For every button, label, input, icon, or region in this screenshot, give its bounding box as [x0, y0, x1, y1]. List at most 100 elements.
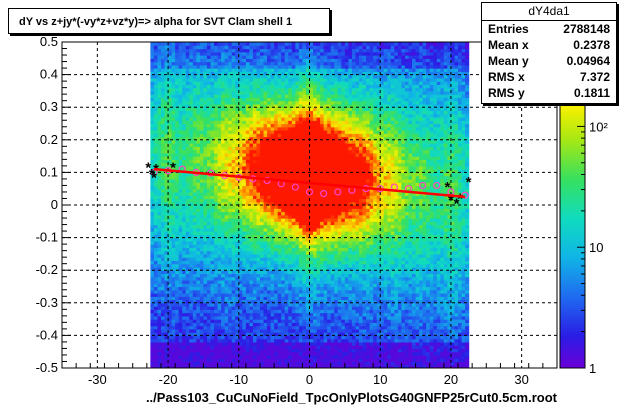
heatmap-cell	[316, 221, 321, 226]
heatmap-cell	[175, 136, 180, 141]
heatmap-cell	[171, 253, 176, 258]
heatmap-cell	[221, 120, 226, 125]
heatmap-cell	[185, 156, 190, 160]
heatmap-cell	[256, 302, 261, 307]
heatmap-cell	[305, 191, 311, 196]
heatmap-cell	[185, 87, 190, 92]
heatmap-cell	[182, 103, 187, 108]
heatmap-cell	[157, 188, 162, 193]
heatmap-cell	[309, 260, 314, 265]
heatmap-cell	[182, 165, 187, 170]
heatmap-cell	[228, 55, 233, 59]
heatmap-cell	[175, 260, 180, 265]
heatmap-cell	[270, 159, 275, 164]
heatmap-cell	[274, 315, 279, 320]
heatmap-cell	[252, 77, 258, 82]
heatmap-cell	[231, 58, 236, 63]
heatmap-cell	[214, 103, 219, 108]
heatmap-cell	[274, 221, 279, 226]
heatmap-cell	[288, 319, 293, 323]
heatmap-cell	[157, 113, 162, 118]
heatmap-cell	[199, 332, 205, 336]
heatmap-cell	[323, 51, 328, 56]
heatmap-cell	[185, 260, 190, 265]
heatmap-cell	[252, 358, 258, 363]
heatmap-cell	[199, 283, 205, 288]
heatmap-cell	[260, 45, 265, 50]
heatmap-cell	[185, 289, 190, 294]
heatmap-cell	[171, 58, 176, 63]
heatmap-cell	[217, 240, 222, 245]
heatmap-cell	[256, 266, 261, 271]
heatmap-cell	[277, 97, 282, 102]
heatmap-cell	[231, 42, 236, 46]
heatmap-cell	[228, 113, 233, 118]
heatmap-cell	[164, 149, 169, 154]
heatmap-cell	[203, 319, 208, 323]
heatmap-cell	[153, 341, 159, 346]
heatmap-cell	[320, 348, 325, 353]
heatmap-cell	[256, 309, 261, 314]
heatmap-cell	[231, 335, 236, 340]
heatmap-cell	[270, 68, 275, 72]
heatmap-cell	[210, 302, 215, 307]
heatmap-cell	[217, 319, 222, 323]
heatmap-cell	[274, 191, 279, 196]
heatmap-cell	[203, 107, 208, 112]
heatmap-cell	[196, 58, 201, 63]
heatmap-cell	[291, 240, 296, 245]
heatmap-cell	[291, 293, 296, 297]
heatmap-cell	[185, 143, 190, 147]
heatmap-cell	[168, 81, 173, 85]
heatmap-cell	[288, 165, 293, 170]
heatmap-cell	[189, 263, 194, 268]
heatmap-cell	[277, 240, 282, 245]
heatmap-cell	[210, 351, 215, 356]
heatmap-cell	[231, 328, 236, 333]
heatmap-cell	[252, 214, 258, 219]
heatmap-cell	[267, 299, 272, 304]
heatmap-cell	[260, 71, 265, 76]
heatmap-cell	[281, 211, 286, 216]
heatmap-cell	[150, 136, 155, 141]
heatmap-cell	[320, 130, 325, 134]
heatmap-cell	[288, 45, 293, 50]
heatmap-cell	[316, 130, 321, 134]
heatmap-cell	[175, 244, 180, 248]
heatmap-cell	[238, 156, 243, 160]
heatmap-cell	[288, 283, 293, 288]
heatmap-cell	[228, 240, 233, 245]
heatmap-cell	[221, 51, 226, 56]
heatmap-cell	[153, 136, 159, 141]
heatmap-cell	[260, 319, 265, 323]
heatmap-cell	[267, 100, 272, 105]
heatmap-cell	[168, 293, 173, 297]
heatmap-cell	[320, 156, 325, 160]
heatmap-cell	[277, 208, 282, 213]
heatmap-cell	[203, 133, 208, 138]
heatmap-cell	[274, 325, 279, 330]
heatmap-cell	[256, 361, 261, 366]
heatmap-cell	[171, 61, 176, 66]
heatmap-cell	[313, 293, 318, 297]
heatmap-cell	[274, 107, 279, 112]
heatmap-cell	[214, 42, 219, 46]
heatmap-cell	[231, 306, 236, 310]
heatmap-cell	[288, 58, 293, 63]
heatmap-cell	[256, 84, 261, 89]
heatmap-cell	[298, 48, 304, 53]
heatmap-cell	[224, 211, 229, 216]
heatmap-cell	[199, 133, 205, 138]
heatmap-cell	[298, 224, 304, 229]
heatmap-cell	[252, 253, 258, 258]
heatmap-cell	[185, 309, 190, 314]
heatmap-cell	[196, 191, 201, 196]
heatmap-cell	[288, 276, 293, 281]
heatmap-cell	[281, 198, 286, 203]
heatmap-cell	[316, 123, 321, 128]
heatmap-cell	[235, 364, 240, 368]
heatmap-cell	[313, 169, 318, 173]
heatmap-cell	[309, 45, 314, 50]
heatmap-cell	[316, 286, 321, 291]
heatmap-cell	[199, 221, 205, 226]
